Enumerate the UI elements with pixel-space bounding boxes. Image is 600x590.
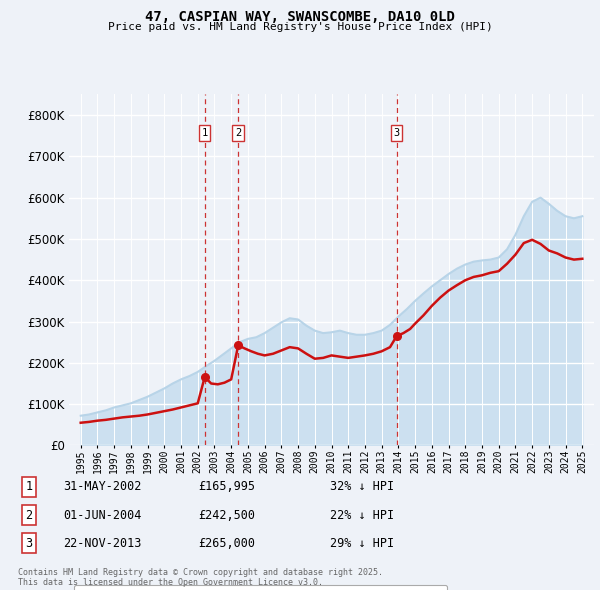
Text: 3: 3	[25, 537, 32, 550]
Text: 1: 1	[202, 128, 208, 138]
Text: 2: 2	[25, 509, 32, 522]
Text: 47, CASPIAN WAY, SWANSCOMBE, DA10 0LD: 47, CASPIAN WAY, SWANSCOMBE, DA10 0LD	[145, 10, 455, 24]
Legend: 47, CASPIAN WAY, SWANSCOMBE, DA10 0LD (detached house), HPI: Average price, deta: 47, CASPIAN WAY, SWANSCOMBE, DA10 0LD (d…	[74, 585, 448, 590]
Text: 31-MAY-2002: 31-MAY-2002	[63, 480, 142, 493]
Text: Price paid vs. HM Land Registry's House Price Index (HPI): Price paid vs. HM Land Registry's House …	[107, 22, 493, 32]
Text: 22% ↓ HPI: 22% ↓ HPI	[330, 509, 394, 522]
Text: 1: 1	[25, 480, 32, 493]
Text: £165,995: £165,995	[198, 480, 255, 493]
Text: 29% ↓ HPI: 29% ↓ HPI	[330, 537, 394, 550]
Text: 3: 3	[394, 128, 400, 138]
Text: £242,500: £242,500	[198, 509, 255, 522]
Text: 2: 2	[235, 128, 241, 138]
Text: 01-JUN-2004: 01-JUN-2004	[63, 509, 142, 522]
Text: 22-NOV-2013: 22-NOV-2013	[63, 537, 142, 550]
Text: £265,000: £265,000	[198, 537, 255, 550]
Text: 32% ↓ HPI: 32% ↓ HPI	[330, 480, 394, 493]
Text: Contains HM Land Registry data © Crown copyright and database right 2025.
This d: Contains HM Land Registry data © Crown c…	[18, 568, 383, 587]
